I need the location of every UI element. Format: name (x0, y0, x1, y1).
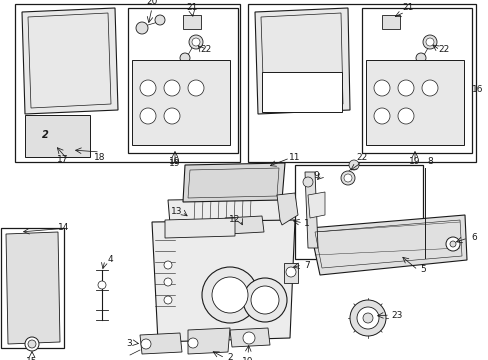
Circle shape (163, 108, 180, 124)
Polygon shape (6, 232, 60, 344)
Circle shape (243, 332, 254, 344)
Circle shape (250, 286, 279, 314)
Bar (247, 4, 475, 162)
Circle shape (373, 80, 389, 96)
Circle shape (243, 278, 286, 322)
Circle shape (421, 80, 437, 96)
Text: 2: 2 (41, 130, 48, 140)
Polygon shape (140, 333, 182, 354)
Circle shape (397, 80, 413, 96)
Text: 4: 4 (107, 256, 113, 265)
Bar (365, 60, 463, 145)
Circle shape (425, 38, 433, 46)
Text: 10: 10 (242, 356, 253, 360)
Circle shape (445, 237, 459, 251)
Circle shape (28, 340, 36, 348)
Circle shape (422, 35, 436, 49)
Circle shape (141, 339, 151, 349)
Text: 22: 22 (200, 45, 211, 54)
Text: 19: 19 (169, 158, 181, 166)
Text: 7: 7 (304, 261, 309, 270)
Circle shape (187, 338, 198, 348)
Polygon shape (276, 193, 297, 225)
Circle shape (212, 277, 247, 313)
Circle shape (163, 296, 172, 304)
Text: 12: 12 (229, 216, 240, 225)
Circle shape (187, 80, 203, 96)
Text: 21: 21 (402, 4, 413, 13)
Text: 16: 16 (471, 85, 483, 94)
Bar (132, 60, 229, 145)
Circle shape (449, 241, 455, 247)
Polygon shape (168, 198, 287, 224)
Text: 8: 8 (426, 158, 432, 166)
Polygon shape (164, 218, 235, 238)
Polygon shape (229, 328, 269, 347)
Text: 22: 22 (356, 153, 367, 162)
Text: 11: 11 (289, 153, 300, 162)
Bar (284, 263, 297, 283)
Bar (183, 15, 201, 29)
Circle shape (98, 281, 106, 289)
Polygon shape (307, 192, 325, 218)
Circle shape (285, 267, 295, 277)
Bar (25, 115, 90, 157)
Polygon shape (309, 215, 466, 275)
Text: 15: 15 (26, 357, 38, 360)
Circle shape (348, 160, 358, 170)
Polygon shape (22, 8, 118, 114)
Bar (294, 165, 422, 259)
Circle shape (303, 177, 312, 187)
Polygon shape (187, 328, 229, 354)
Circle shape (356, 307, 378, 329)
Circle shape (140, 108, 156, 124)
Text: 18: 18 (94, 153, 105, 162)
Circle shape (163, 278, 172, 286)
Circle shape (136, 22, 148, 34)
Text: 2: 2 (227, 354, 232, 360)
Text: 17: 17 (57, 156, 69, 165)
Circle shape (163, 261, 172, 269)
Circle shape (192, 38, 200, 46)
Text: 23: 23 (390, 310, 402, 320)
Text: 5: 5 (419, 266, 425, 274)
Circle shape (340, 171, 354, 185)
Polygon shape (152, 220, 294, 342)
Circle shape (140, 80, 156, 96)
Text: 22: 22 (437, 45, 448, 54)
Text: 6: 6 (470, 234, 476, 243)
Circle shape (155, 15, 164, 25)
Bar (361, 8, 471, 153)
Text: 1: 1 (304, 219, 309, 228)
Polygon shape (183, 163, 285, 202)
Circle shape (163, 80, 180, 96)
Circle shape (202, 267, 258, 323)
Text: 21: 21 (186, 4, 197, 13)
Text: 9: 9 (312, 171, 318, 180)
Bar (1, 228, 64, 348)
Bar (381, 15, 399, 29)
Polygon shape (224, 216, 264, 234)
Text: 14: 14 (58, 224, 70, 233)
Circle shape (343, 174, 351, 182)
Circle shape (180, 53, 190, 63)
Text: 19: 19 (408, 157, 420, 166)
Text: 20: 20 (146, 0, 157, 6)
Circle shape (373, 108, 389, 124)
Text: 13: 13 (171, 207, 183, 216)
Bar (128, 8, 238, 153)
Circle shape (415, 53, 425, 63)
Circle shape (349, 300, 385, 336)
Bar (15, 4, 240, 162)
Text: 3: 3 (126, 338, 132, 347)
Text: 19: 19 (169, 159, 181, 168)
Circle shape (189, 35, 203, 49)
Circle shape (362, 313, 372, 323)
Polygon shape (254, 8, 349, 114)
Circle shape (397, 108, 413, 124)
Polygon shape (305, 172, 317, 248)
Circle shape (25, 337, 39, 351)
Bar (262, 72, 341, 112)
